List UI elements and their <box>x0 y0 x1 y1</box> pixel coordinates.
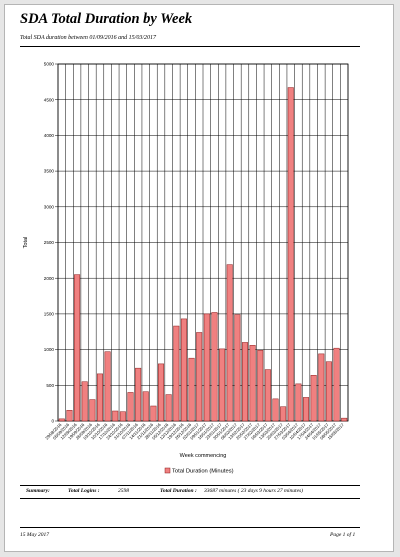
report-title: SDA Total Duration by Week <box>20 11 193 27</box>
y-tick-label: 2500 <box>44 240 55 245</box>
bar <box>74 274 81 422</box>
report-subtitle: Total SDA duration between 01/09/2016 an… <box>20 35 157 41</box>
bar <box>219 348 226 422</box>
bar <box>112 410 119 422</box>
y-tick-label: 5000 <box>44 62 55 67</box>
footer-page-number: Page 1 of 1 <box>330 532 356 538</box>
bar <box>303 397 310 422</box>
bar <box>234 314 241 422</box>
bar <box>89 399 96 422</box>
y-axis-label: Total <box>23 237 29 249</box>
summary-bottom-divider <box>20 498 360 499</box>
bar <box>341 417 348 422</box>
bar <box>264 369 271 422</box>
bar <box>104 351 111 422</box>
summary-label: Summary: <box>26 488 50 494</box>
bar <box>280 406 287 422</box>
bar <box>241 342 248 422</box>
legend-swatch <box>164 467 171 474</box>
header-divider <box>20 46 360 47</box>
bar <box>173 325 180 422</box>
bar <box>272 398 279 422</box>
total-logins-value: 2598 <box>118 488 129 494</box>
bar <box>127 392 134 422</box>
footer-divider <box>20 527 360 528</box>
total-logins-label: Total Logins : <box>68 488 100 494</box>
chart-area: 0 500 1000 1500 2000 2500 3000 3500 4000 4500 5000… <box>20 55 360 485</box>
bar <box>310 375 317 422</box>
bar <box>58 418 65 422</box>
bar <box>211 312 218 422</box>
bar <box>158 363 165 422</box>
bar <box>180 318 187 422</box>
bar <box>203 313 210 422</box>
bar <box>119 411 126 422</box>
bar <box>150 405 157 422</box>
y-tick-label: 4500 <box>44 97 55 102</box>
bar <box>135 367 142 422</box>
bar <box>142 391 149 422</box>
bar <box>66 410 73 422</box>
bar <box>226 264 233 422</box>
summary-top-divider <box>20 485 360 486</box>
y-tick-label: 0 <box>51 419 54 424</box>
x-axis-label: Week commencing <box>180 453 227 459</box>
bar <box>333 347 340 422</box>
y-tick-label: 3000 <box>44 204 55 209</box>
footer-date: 15 May 2017 <box>20 532 50 538</box>
bar <box>249 345 256 422</box>
bar <box>96 373 103 422</box>
bar <box>81 381 88 422</box>
duration-chart: 0 500 1000 1500 2000 2500 3000 3500 4000 4500 5000… <box>23 62 349 475</box>
bar <box>325 361 332 422</box>
y-tick-label: 4000 <box>44 133 55 138</box>
bar <box>165 394 172 422</box>
bar <box>287 87 294 422</box>
bar <box>196 332 203 422</box>
bar <box>295 383 302 422</box>
y-tick-label: 2000 <box>44 276 55 281</box>
legend-label: Total Duration (Minutes) <box>172 469 234 475</box>
bar <box>318 353 325 422</box>
bar <box>257 350 264 422</box>
total-duration-label: Total Duration : <box>160 488 197 494</box>
y-tick-label: 1000 <box>44 347 55 352</box>
bar <box>188 357 195 422</box>
y-tick-label: 500 <box>46 383 54 388</box>
total-duration-value: 33687 minutes ( 23 days 9 hours 27 minut… <box>204 488 303 494</box>
y-tick-label: 3500 <box>44 169 55 174</box>
y-tick-label: 1500 <box>44 312 55 317</box>
